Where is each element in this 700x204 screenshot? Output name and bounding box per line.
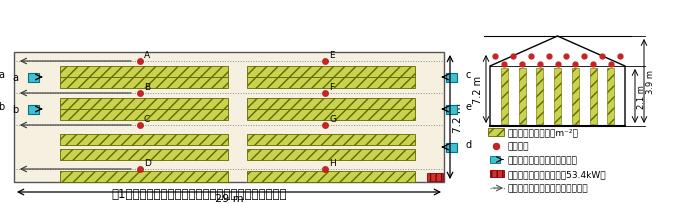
- Text: ：温風ダクト（矢印は送風方向）: ：温風ダクト（矢印は送風方向）: [507, 184, 587, 193]
- Text: 3.9 m: 3.9 m: [646, 70, 655, 94]
- Bar: [445, 143, 456, 152]
- Bar: [427, 173, 443, 181]
- Text: ：循環扇（矢印は送風方向）: ：循環扇（矢印は送風方向）: [507, 156, 577, 165]
- Text: b: b: [0, 102, 4, 111]
- Bar: [572, 69, 579, 124]
- Bar: [500, 69, 508, 124]
- Text: H: H: [329, 158, 336, 167]
- Text: 2.1 m: 2.1 m: [637, 85, 646, 108]
- Bar: [247, 149, 415, 160]
- Bar: [14, 53, 444, 182]
- Bar: [445, 73, 456, 82]
- Text: ：温風暖房機（発熱量：53.4kW）: ：温風暖房機（発熱量：53.4kW）: [507, 170, 606, 179]
- Bar: [536, 69, 543, 124]
- Bar: [247, 67, 415, 78]
- Bar: [608, 69, 615, 124]
- Text: ：植物群落（２株・m⁻²）: ：植物群落（２株・m⁻²）: [507, 128, 578, 137]
- Bar: [247, 78, 415, 88]
- Bar: [60, 171, 228, 182]
- Bar: [554, 69, 561, 124]
- Bar: [27, 105, 38, 114]
- Bar: [488, 128, 504, 136]
- Text: E: E: [329, 51, 335, 60]
- Text: D: D: [144, 158, 151, 167]
- Bar: [60, 67, 228, 78]
- Text: d: d: [466, 139, 472, 149]
- Bar: [247, 134, 415, 145]
- Text: 図1　温室内における循環扇の稼働パターンと測定地点: 図1 温室内における循環扇の稼働パターンと測定地点: [111, 188, 287, 201]
- Text: F: F: [329, 83, 334, 92]
- Bar: [60, 109, 228, 120]
- Text: c: c: [466, 70, 471, 80]
- Text: 29 m: 29 m: [215, 193, 244, 203]
- Bar: [60, 149, 228, 160]
- Bar: [247, 171, 415, 182]
- Text: A: A: [144, 51, 150, 60]
- Bar: [60, 99, 228, 110]
- Text: C: C: [144, 114, 150, 123]
- Bar: [27, 73, 38, 82]
- Bar: [247, 109, 415, 120]
- Text: a: a: [0, 70, 4, 80]
- Bar: [60, 134, 228, 145]
- Text: ：測定点: ：測定点: [507, 142, 528, 151]
- Bar: [490, 156, 500, 163]
- Text: a: a: [13, 73, 18, 83]
- Text: 7.2 m: 7.2 m: [473, 75, 483, 104]
- Text: 7.2 m: 7.2 m: [453, 102, 463, 132]
- Bar: [445, 105, 456, 114]
- Bar: [60, 78, 228, 88]
- Text: G: G: [329, 114, 336, 123]
- Bar: [589, 69, 596, 124]
- Text: e: e: [466, 102, 472, 111]
- Bar: [490, 170, 504, 177]
- Bar: [247, 99, 415, 110]
- Text: B: B: [144, 83, 150, 92]
- Text: b: b: [13, 104, 18, 114]
- Bar: [519, 69, 526, 124]
